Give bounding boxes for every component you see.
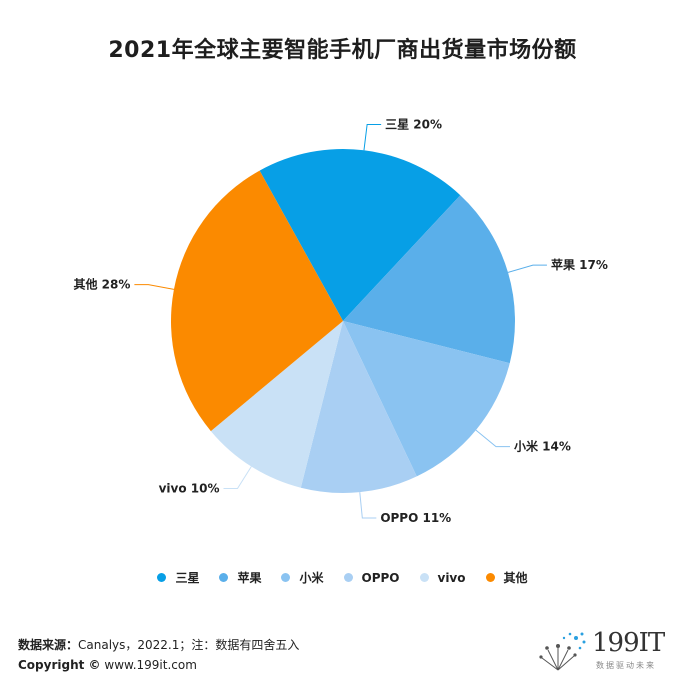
leader-line-3	[359, 492, 377, 519]
slice-label-5: 其他 28%	[73, 277, 130, 292]
source-note: 数据来源：Canalys，2022.1；注：数据有四舍五入	[18, 636, 299, 653]
legend-item-3: OPPO	[343, 570, 400, 585]
legend-item-4: vivo	[419, 570, 466, 585]
legend-item-1: 苹果	[219, 569, 261, 586]
legend-label: 苹果	[237, 571, 262, 585]
pie-slice-3	[300, 321, 417, 493]
legend-label: vivo	[437, 570, 466, 585]
legend-item-2: 小米	[281, 569, 324, 586]
pie-slice-1	[343, 195, 515, 364]
slice-label-1: 苹果 17%	[551, 257, 608, 272]
leader-line-4	[223, 466, 252, 490]
slice-label-2: 小米 14%	[514, 439, 571, 454]
leader-line-2	[475, 429, 511, 448]
legend-label: 其他	[503, 571, 528, 585]
leader-line-5	[134, 284, 175, 290]
slice-label-3: OPPO 11%	[380, 511, 451, 525]
copyright-note: Copyright © www.199it.com	[18, 658, 197, 672]
logo: 199IT 数据驱动未来	[536, 628, 676, 676]
legend-dot-icon	[281, 573, 291, 582]
legend-dot-icon	[485, 573, 495, 582]
slice-label-0: 三星 20%	[385, 117, 442, 131]
leader-line-0	[363, 123, 382, 151]
legend-dot-icon	[343, 573, 353, 582]
source-text: Canalys，2022.1；注：数据有四舍五入	[78, 638, 300, 652]
pie-slice-2	[343, 321, 510, 477]
logo-text: 199IT	[592, 628, 665, 658]
slice-label-4: vivo 10%	[159, 482, 220, 496]
copyright-url[interactable]: www.199it.com	[104, 658, 197, 672]
legend-dot-icon	[157, 573, 167, 582]
legend-dot-icon	[219, 573, 229, 582]
pie-slice-0	[259, 148, 461, 321]
legend-label: OPPO	[361, 570, 400, 585]
legend-item-0: 三星	[157, 569, 199, 586]
copyright-label: Copyright ©	[18, 658, 101, 672]
legend-item-5: 其他	[485, 569, 528, 586]
legend-dot-icon	[419, 573, 429, 582]
dandelion-logo-icon	[539, 632, 586, 671]
chart-title: 2021年全球主要智能手机厂商出货量市场份额	[108, 38, 577, 63]
logo-subtitle: 数据驱动未来	[596, 661, 656, 670]
chart-legend: 三星 苹果 小米 OPPO vivo 其他	[0, 569, 685, 586]
source-label: 数据来源：	[18, 638, 79, 652]
legend-label: 三星	[175, 571, 200, 585]
pie-slice-4	[210, 321, 343, 488]
pie-slice-5	[170, 170, 343, 432]
legend-label: 小米	[299, 571, 324, 585]
leader-line-1	[507, 264, 547, 273]
